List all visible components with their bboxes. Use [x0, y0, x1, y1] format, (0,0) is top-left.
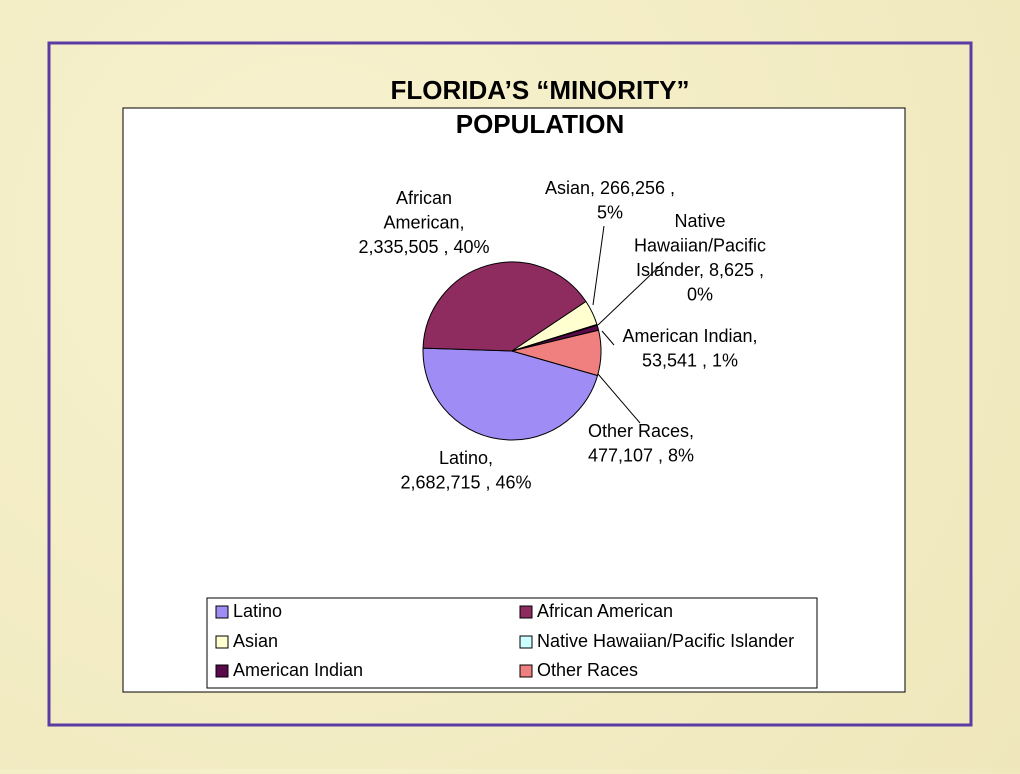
data-label: Islander, 8,625 ,: [636, 260, 764, 280]
leader-line: [597, 373, 641, 424]
chart-title: POPULATION: [456, 109, 625, 139]
data-label: American Indian,: [622, 326, 757, 346]
legend-swatch: [519, 635, 533, 649]
data-label: 53,541 , 1%: [642, 350, 738, 370]
pie-slice: [422, 347, 599, 441]
data-label: Other Races,: [588, 421, 694, 441]
legend-label: African American: [537, 601, 673, 621]
pie-slice: [510, 329, 602, 377]
legend-label: Asian: [233, 631, 278, 651]
legend-label: American Indian: [233, 660, 363, 680]
data-label: Native: [674, 211, 725, 231]
leader-line: [597, 261, 665, 326]
chart-area: [122, 107, 906, 693]
data-label: American,: [383, 212, 464, 232]
legend-swatch: [215, 635, 229, 649]
legend-swatch: [519, 605, 533, 619]
legend-box: [206, 597, 818, 689]
data-label: Latino,: [439, 448, 493, 468]
data-label: 0%: [687, 284, 713, 304]
data-label: 5%: [597, 202, 623, 222]
data-label: 2,682,715 , 46%: [400, 472, 531, 492]
legend-swatch: [215, 605, 229, 619]
slide-frame: [47, 41, 973, 727]
pie-slice: [422, 261, 587, 352]
data-label: 2,335,505 , 40%: [358, 237, 489, 257]
legend-label: Native Hawaiian/Pacific Islander: [537, 631, 794, 651]
data-label: Hawaiian/Pacific: [634, 235, 766, 255]
data-label: African: [396, 188, 452, 208]
legend-label: Latino: [233, 601, 282, 621]
legend-swatch: [519, 664, 533, 678]
legend-swatch: [215, 664, 229, 678]
leader-line: [592, 225, 605, 306]
legend-label: Other Races: [537, 660, 638, 680]
chart-title: FLORIDA’S “MINORITY”: [391, 75, 690, 105]
data-label: 477,107 , 8%: [588, 445, 694, 465]
leader-line: [601, 330, 615, 346]
leader-lines: [592, 225, 665, 424]
data-label: Asian, 266,256 ,: [545, 178, 675, 198]
